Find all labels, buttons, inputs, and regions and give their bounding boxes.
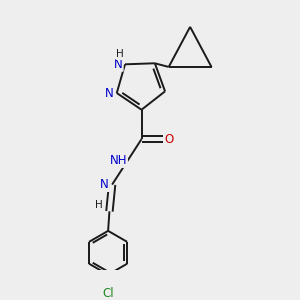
Text: H: H <box>116 49 124 59</box>
Text: O: O <box>164 133 173 146</box>
Text: N: N <box>114 58 123 71</box>
Text: N: N <box>105 86 114 100</box>
Text: Cl: Cl <box>102 287 114 300</box>
Text: NH: NH <box>110 154 127 167</box>
Text: H: H <box>95 200 103 210</box>
Text: N: N <box>100 178 109 191</box>
